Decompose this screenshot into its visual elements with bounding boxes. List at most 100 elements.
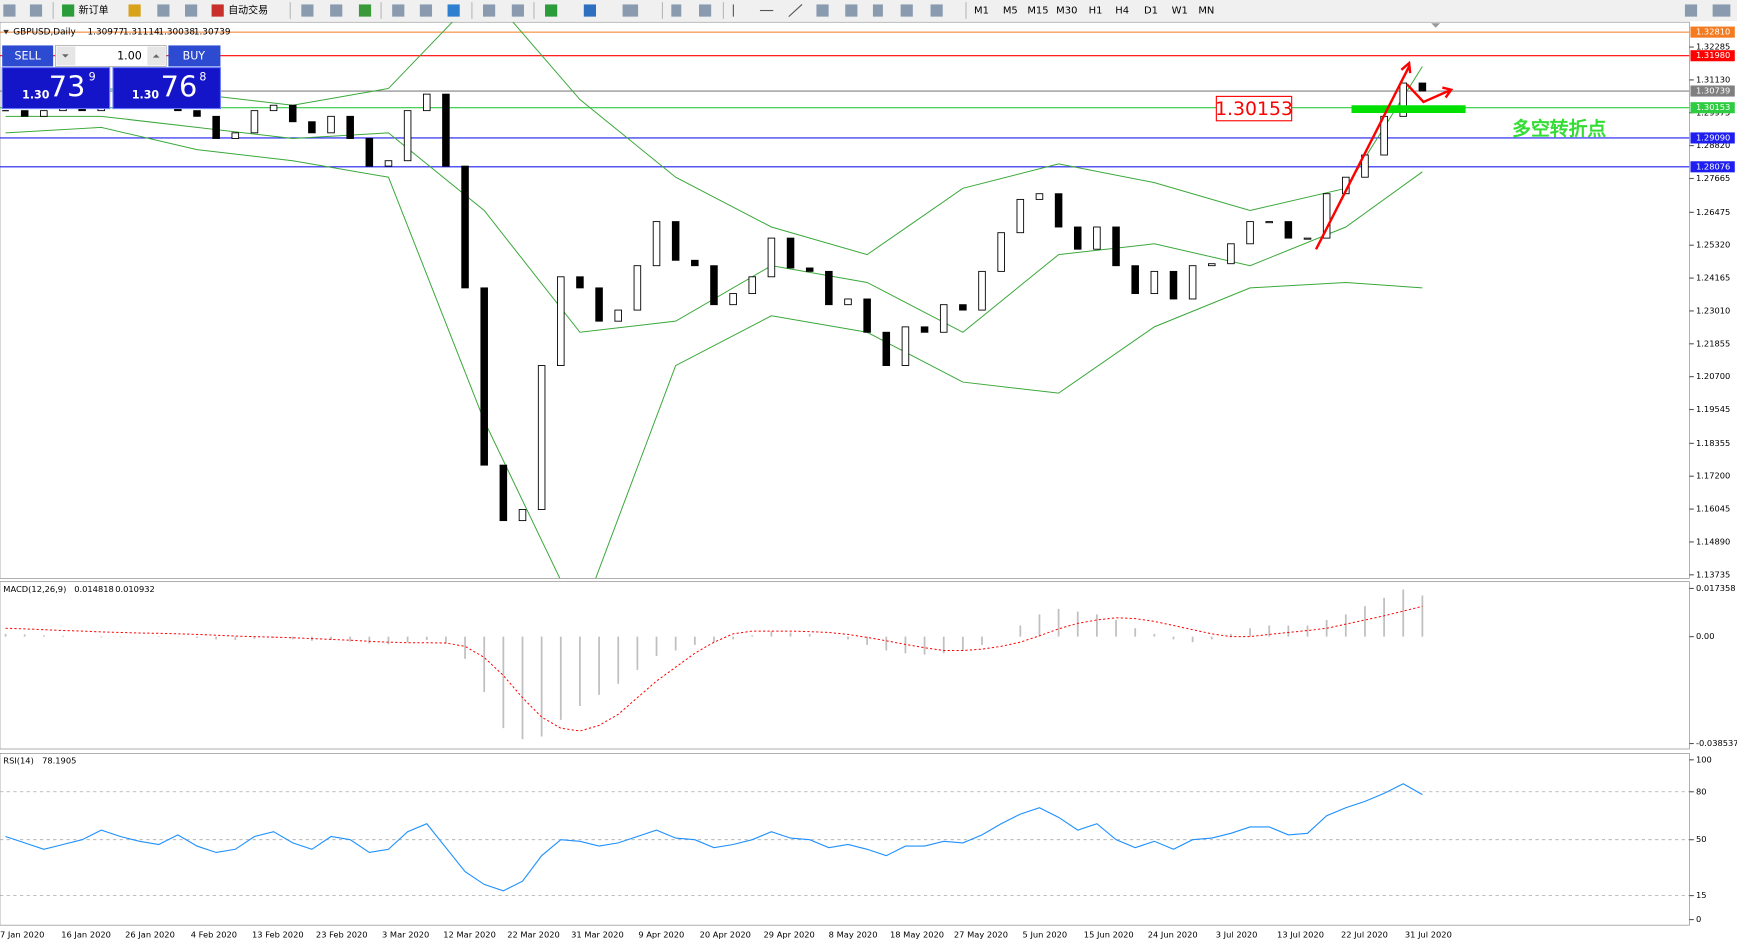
candle: [920, 326, 929, 333]
candle: [557, 276, 565, 366]
candle: [40, 110, 48, 117]
x-tick-label: 20 Apr 2020: [700, 930, 751, 940]
bollinger-band: [5, 115, 1423, 333]
x-tick-label: 23 Feb 2020: [316, 930, 368, 940]
candle: [1399, 82, 1408, 117]
y-tick-label: 1.23010: [1696, 305, 1730, 315]
ohlc-value: 1.30977: [88, 28, 125, 38]
price-level-box: [1690, 85, 1735, 97]
price-level-label: 1.29090: [1696, 132, 1730, 142]
ohlc-value: 1.30739: [194, 28, 231, 38]
sell-price-prefix: 1.30: [22, 88, 50, 101]
candle: [1246, 221, 1254, 245]
y-tick-label: 1.32285: [1696, 42, 1730, 52]
candle: [863, 298, 871, 333]
candle: [308, 121, 316, 134]
timeframe-button[interactable]: D1: [1144, 6, 1158, 17]
candle: [710, 265, 718, 306]
y-tick-label: 100: [1696, 754, 1712, 764]
lot-size[interactable]: 1.00: [117, 50, 142, 63]
candle: [805, 267, 814, 272]
price-annotation: 1.30153: [1215, 99, 1293, 120]
auto-trading-button[interactable]: 自动交易: [228, 4, 268, 17]
sell-price-box[interactable]: [1, 67, 111, 110]
y-tick-label: 50: [1696, 834, 1707, 844]
candle: [595, 287, 603, 322]
main-plot: [0, 22, 1690, 579]
candle: [442, 93, 450, 167]
price-level-box: [1690, 26, 1735, 38]
candle: [939, 304, 948, 333]
y-tick-label: 1.18355: [1696, 438, 1730, 448]
y-tick-label: 15: [1696, 890, 1707, 900]
ohlc-value: 1.31114: [123, 28, 160, 38]
price-level-label: 1.30153: [1696, 102, 1730, 112]
x-tick-label: 31 Jul 2020: [1405, 930, 1452, 940]
candle: [576, 276, 584, 289]
y-tick-label: 0.00: [1696, 631, 1714, 641]
timeframe-button[interactable]: MN: [1198, 6, 1214, 17]
x-tick-label: 3 Mar 2020: [382, 930, 429, 940]
buy-price-box[interactable]: [112, 67, 222, 110]
timeframe-button[interactable]: H1: [1089, 6, 1103, 17]
sell-button[interactable]: SELL: [15, 50, 42, 63]
y-tick-label: 1.17200: [1696, 471, 1730, 481]
toolbar: [0, 0, 1737, 22]
candle: [767, 237, 776, 278]
x-tick-label: 22 Mar 2020: [507, 930, 560, 940]
x-tick-label: 22 Jul 2020: [1341, 930, 1388, 940]
price-level-box: [1690, 132, 1735, 144]
timeframe-button[interactable]: H4: [1115, 6, 1129, 17]
bollinger-band: [5, 22, 1423, 256]
y-tick-label: 1.24165: [1696, 273, 1730, 283]
trade-panel: SELL 1.00 BUY 1.30 73 9 1.30 76 8: [1, 45, 222, 110]
timeframe-button[interactable]: W1: [1172, 6, 1188, 17]
candle: [978, 270, 986, 311]
rsi-line: [5, 783, 1423, 892]
candle: [518, 509, 527, 522]
candle: [422, 93, 431, 112]
sell-price-big: 73: [49, 70, 86, 104]
symbol-title: GBPUSD,Daily: [13, 28, 75, 38]
candle: [959, 304, 967, 311]
green-marker: [1351, 105, 1466, 114]
timeframe-button[interactable]: M15: [1027, 6, 1048, 17]
new-order-button[interactable]: 新订单: [79, 4, 109, 17]
price-level-label: 1.28076: [1696, 161, 1730, 171]
candle: [1418, 82, 1427, 92]
candle: [1265, 221, 1273, 224]
timeframe-button[interactable]: M1: [974, 6, 989, 17]
shift-marker: [1431, 23, 1441, 28]
candle: [480, 287, 488, 466]
macd-value: 0.014818: [74, 584, 114, 594]
candle: [1208, 263, 1216, 267]
candle: [671, 221, 680, 261]
candle: [193, 110, 201, 117]
y-tick-label: -0.038537: [1696, 738, 1737, 748]
x-tick-label: 4 Feb 2020: [191, 930, 237, 940]
buy-price-prefix: 1.30: [132, 88, 160, 101]
x-tick-label: 3 Jul 2020: [1216, 930, 1258, 940]
candle: [499, 464, 508, 522]
candle: [1169, 270, 1178, 300]
x-tick-label: 13 Feb 2020: [252, 930, 304, 940]
price-level-label: 1.30739: [1696, 86, 1730, 96]
price-level-box: [1690, 50, 1735, 62]
candle: [614, 309, 622, 322]
buy-button[interactable]: BUY: [183, 50, 206, 63]
y-tick-label: 1.19545: [1696, 404, 1730, 414]
y-tick-label: 0.017358: [1696, 583, 1736, 593]
candle: [346, 115, 354, 139]
timeframes: M1 M5 M15 M30 H1 H4 D1 W1 MN: [974, 6, 1214, 17]
candle: [1188, 265, 1197, 300]
y-tick-label: 1.20700: [1696, 371, 1730, 381]
timeframe-button[interactable]: M5: [1003, 6, 1018, 17]
macd-value: 0.010932: [115, 584, 155, 594]
price-level-label: 1.32810: [1696, 27, 1730, 37]
toolbar-icons: [3, 2, 1731, 19]
timeframe-button[interactable]: M30: [1056, 6, 1077, 17]
candle: [1093, 226, 1101, 250]
turning-point-text: 多空转折点: [1512, 117, 1606, 140]
